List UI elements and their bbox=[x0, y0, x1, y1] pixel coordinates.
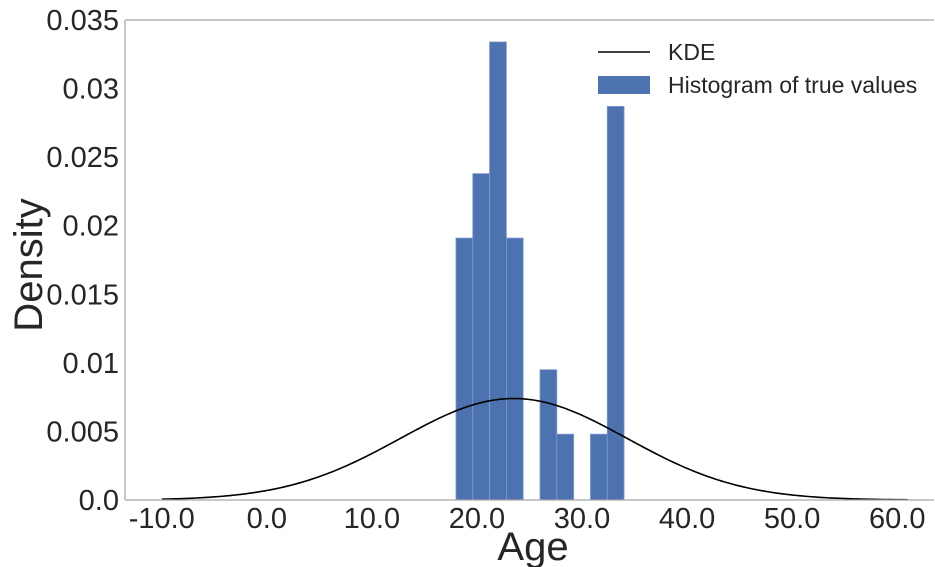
legend-patch-swatch bbox=[598, 76, 650, 94]
y-tick-label: 0.01 bbox=[63, 348, 119, 380]
x-tick-label: 10.0 bbox=[344, 503, 400, 535]
x-tick-label: 60.0 bbox=[869, 503, 925, 535]
histogram-bar bbox=[472, 173, 490, 501]
histogram-bar bbox=[455, 237, 474, 501]
histogram-bar bbox=[539, 369, 558, 501]
y-tick-label: 0.02 bbox=[63, 211, 119, 243]
legend-label: KDE bbox=[668, 39, 715, 65]
y-axis-title: Density bbox=[7, 198, 51, 331]
x-tick-label: 0.0 bbox=[247, 503, 287, 535]
x-tick-label: 50.0 bbox=[764, 503, 820, 535]
histogram-bar bbox=[489, 41, 507, 501]
x-tick-label: 40.0 bbox=[659, 503, 715, 535]
histogram-bar bbox=[606, 106, 625, 501]
y-tick-labels: 0.0 0.005 0.01 0.015 0.02 0.025 0.03 0.035 bbox=[46, 5, 119, 517]
kde-line bbox=[161, 397, 908, 501]
histogram-bar bbox=[556, 433, 575, 501]
x-tick-label: 30.0 bbox=[554, 503, 610, 535]
y-tick-label: 0.005 bbox=[46, 416, 119, 448]
histogram-bars bbox=[455, 41, 625, 501]
x-tick-label: -10.0 bbox=[129, 503, 195, 535]
histogram-bar bbox=[505, 237, 524, 501]
legend-label: Histogram of true values bbox=[668, 72, 917, 98]
y-tick-label: 0.015 bbox=[46, 279, 119, 311]
histogram-bar bbox=[590, 433, 608, 501]
y-tick-label: 0.035 bbox=[46, 5, 119, 37]
x-tick-label: 20.0 bbox=[449, 503, 505, 535]
x-tick-labels: -10.0 0.0 10.0 20.0 30.0 40.0 50.0 60.0 bbox=[129, 503, 926, 535]
axes-frame bbox=[124, 19, 934, 501]
y-tick-label: 0.03 bbox=[63, 74, 119, 106]
y-tick-label: 0.025 bbox=[46, 142, 119, 174]
x-axis-title: Age bbox=[497, 525, 568, 567]
y-tick-label: 0.0 bbox=[79, 485, 119, 517]
legend: KDE Histogram of true values bbox=[592, 30, 930, 106]
